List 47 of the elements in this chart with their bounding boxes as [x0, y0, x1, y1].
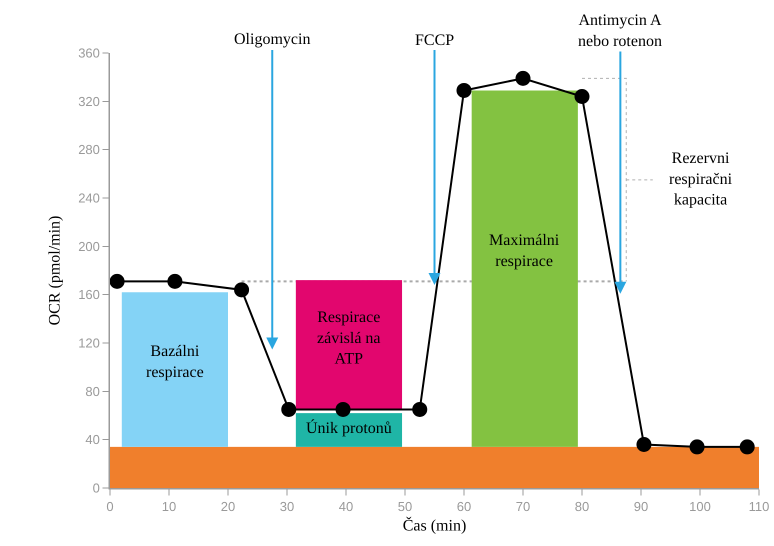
point	[110, 274, 125, 289]
bar	[296, 280, 402, 410]
x-tick-label: 40	[338, 499, 354, 514]
x-tick-label: 100	[689, 499, 711, 514]
x-tick-label: 30	[280, 499, 294, 514]
series-label: Bazálni respirace	[146, 343, 204, 381]
point	[336, 402, 351, 417]
y-tick-label: 240	[78, 190, 100, 206]
x-tick-label: 10	[162, 499, 176, 514]
series-label: Maximálni respirace	[489, 232, 560, 270]
point	[456, 82, 472, 98]
y-tick-label: 120	[78, 336, 100, 351]
point	[574, 89, 590, 104]
y-tick-label: 0	[92, 480, 100, 496]
x-tick-label: 60	[456, 499, 472, 514]
y-tick-label: 320	[78, 94, 100, 109]
x-tick-label: 110	[748, 499, 770, 514]
point	[234, 282, 250, 298]
x-tick-label: 90	[634, 499, 648, 514]
y-tick-label: 80	[85, 384, 100, 399]
point	[281, 402, 296, 417]
ref-line-label: FCCP	[415, 32, 454, 49]
point	[636, 437, 652, 452]
point	[167, 274, 182, 289]
point	[690, 439, 705, 454]
x-tick-label: 0	[106, 499, 114, 514]
bar	[472, 90, 578, 447]
bar	[122, 292, 228, 447]
ref-line-label: Antimycin A nebo rotenon	[578, 12, 662, 50]
y-tick-label: 160	[78, 287, 100, 302]
series-label: Respirace závislá na ATP	[317, 309, 381, 368]
x-tick-label: 80	[574, 499, 590, 514]
annotation: Rezervni respiračni kapacita	[669, 150, 733, 209]
y-tick-label: 360	[78, 46, 100, 61]
point	[740, 439, 755, 454]
y-tick-label: 40	[85, 432, 100, 448]
y-tick-label: 200	[78, 238, 100, 254]
x-tick-label: 70	[516, 499, 530, 514]
series-label: Únik protonů	[306, 419, 392, 437]
point	[412, 402, 428, 417]
y-tick-label: 280	[78, 142, 100, 158]
x-axis-title: Čas (min)	[402, 516, 466, 535]
x-tick-label: 50	[398, 499, 412, 514]
y-axis-title: OCR (pmol/min)	[46, 216, 64, 326]
point	[516, 70, 530, 86]
x-tick-label: 20	[220, 499, 236, 514]
ref-line-label: Oligomycin	[234, 31, 310, 48]
